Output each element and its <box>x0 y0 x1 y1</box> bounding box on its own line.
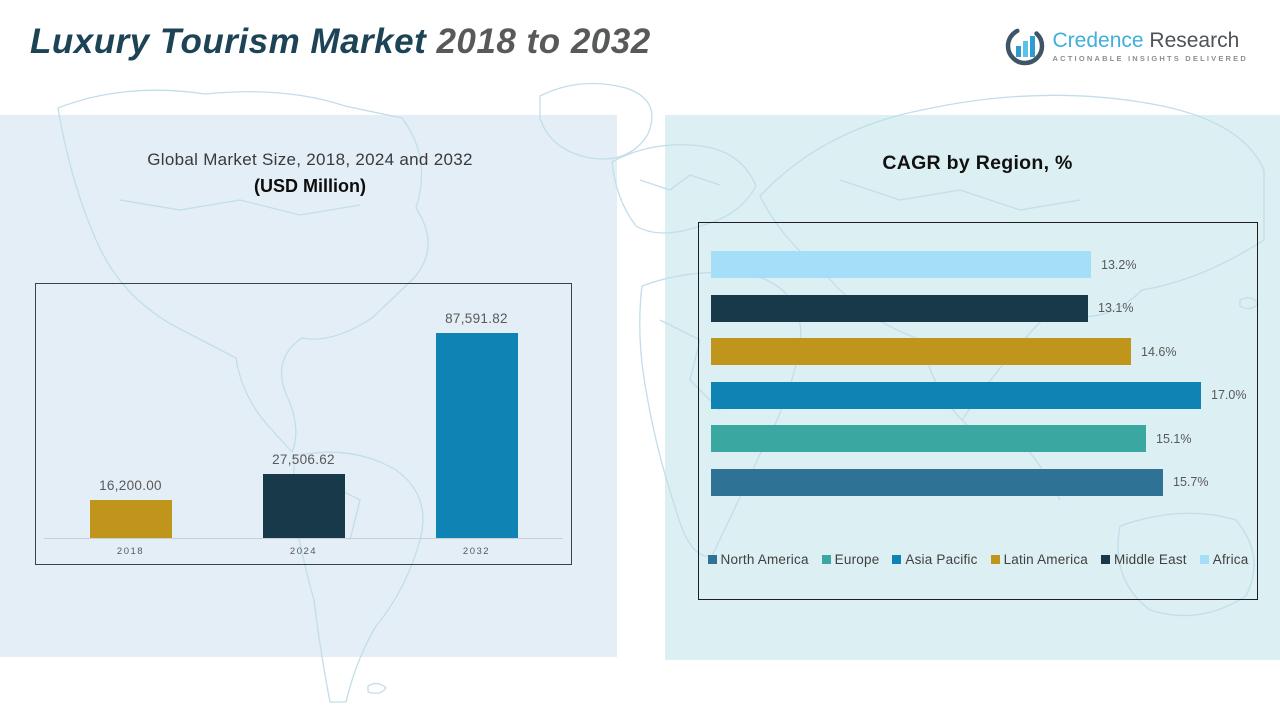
page-title: Luxury Tourism Market 2018 to 2032 <box>30 22 651 62</box>
cagr-row-north-america: 15.7% <box>711 468 1249 496</box>
logo-text: Credence Research ACTIONABLE INSIGHTS DE… <box>1052 28 1248 63</box>
legend-label: Middle East <box>1114 552 1187 567</box>
legend-label: Asia Pacific <box>905 552 978 567</box>
brand-name: Credence Research <box>1052 28 1248 52</box>
legend-swatch-icon <box>1199 555 1209 564</box>
credence-research-logo: Credence Research ACTIONABLE INSIGHTS DE… <box>1005 26 1248 66</box>
cagr-value-label: 14.6% <box>1141 344 1177 359</box>
legend-label: Europe <box>834 552 880 567</box>
brand-tagline: ACTIONABLE INSIGHTS DELIVERED <box>1052 53 1248 63</box>
bar-group-2018: 16,200.00 <box>44 284 217 538</box>
x-axis-label-2032: 2032 <box>462 546 491 557</box>
legend-swatch-icon <box>1101 555 1110 564</box>
legend-swatch-icon <box>892 555 902 564</box>
cagr-chart: 13.2% 13.1% 14.6% 17.0% 15.1% 15.7% North Ame… <box>698 222 1258 600</box>
market-size-chart: 16,200.00 27,506.62 87,591.82 2018 2024 2032 <box>35 283 572 565</box>
bar-value-label: 87,591.82 <box>445 311 508 326</box>
cagr-bar-latin-america <box>711 338 1131 365</box>
legend-label: Africa <box>1212 552 1249 567</box>
bar-value-label: 27,506.62 <box>272 452 335 467</box>
left-chart-title: Global Market Size, 2018, 2024 and 2032 <box>147 150 473 169</box>
bar-group-2024: 27,506.62 <box>217 284 390 538</box>
cagr-value-label: 13.2% <box>1101 257 1137 272</box>
left-chart-subtitle: (USD Million) <box>254 176 366 196</box>
x-axis-label-2018: 2018 <box>116 546 145 557</box>
legend-item-latin-america: Latin America <box>990 552 1088 567</box>
legend-label: Latin America <box>1003 552 1088 567</box>
bar-value-label: 16,200.00 <box>99 478 162 493</box>
page-title-years: 2018 to 2032 <box>436 22 651 61</box>
bar-group-2032: 87,591.82 <box>390 284 563 538</box>
legend-item-asia-pacific: Asia Pacific <box>892 552 977 567</box>
x-axis-label-2024: 2024 <box>289 546 318 557</box>
cagr-plot-area: 13.2% 13.1% 14.6% 17.0% 15.1% 15.7% <box>711 251 1249 512</box>
brand-name-research: Research <box>1149 28 1240 52</box>
cagr-row-middle-east: 13.1% <box>711 294 1249 322</box>
cagr-value-label: 15.1% <box>1156 431 1192 446</box>
cagr-row-africa: 13.2% <box>711 251 1249 278</box>
legend-swatch-icon <box>990 555 1000 564</box>
bar-2024 <box>262 474 345 538</box>
cagr-row-europe: 15.1% <box>711 425 1249 452</box>
cagr-value-label: 13.1% <box>1098 301 1134 315</box>
legend-swatch-icon <box>821 555 831 564</box>
legend-item-north-america: North America <box>707 552 809 567</box>
legend-swatch-icon <box>707 555 717 564</box>
market-size-plot-area: 16,200.00 27,506.62 87,591.82 <box>44 284 563 539</box>
cagr-bar-middle-east <box>711 294 1088 322</box>
legend-item-africa: Africa <box>1199 552 1249 567</box>
legend-label: North America <box>720 552 809 567</box>
page-title-market: Luxury Tourism Market <box>30 22 437 61</box>
brand-name-credence: Credence <box>1052 28 1150 52</box>
cagr-legend: North America Europe Asia Pacific Latin Ame… <box>699 552 1257 567</box>
cagr-bar-north-america <box>711 468 1163 496</box>
cagr-row-latin-america: 14.6% <box>711 338 1249 365</box>
cagr-bar-asia-pacific <box>711 381 1201 409</box>
bar-chart-circle-icon <box>1005 26 1044 66</box>
legend-item-europe: Europe <box>821 552 880 567</box>
cagr-bar-africa <box>711 251 1091 278</box>
bar-2018 <box>89 500 172 538</box>
cagr-bar-europe <box>711 425 1146 452</box>
bar-2032 <box>435 333 518 538</box>
market-size-x-axis: 2018 2024 2032 <box>44 540 563 557</box>
legend-item-middle-east: Middle East <box>1101 552 1187 567</box>
cagr-row-asia-pacific: 17.0% <box>711 381 1249 409</box>
cagr-value-label: 15.7% <box>1173 475 1209 489</box>
cagr-value-label: 17.0% <box>1211 388 1247 402</box>
right-chart-title: CAGR by Region, % <box>882 152 1073 174</box>
header: Luxury Tourism Market 2018 to 2032 Crede… <box>0 0 1280 95</box>
